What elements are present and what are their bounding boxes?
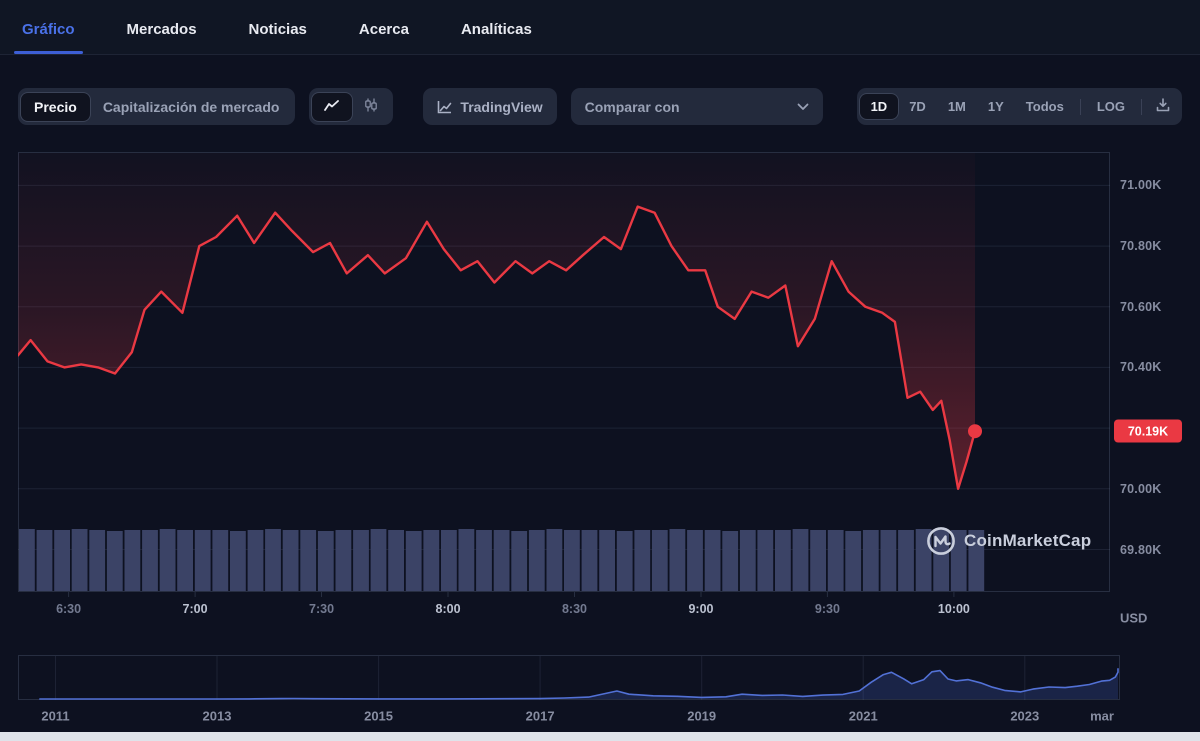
tradingview-icon [437,100,452,114]
tab-analiticas[interactable]: Analíticas [460,21,532,38]
line-chart-type-button[interactable] [312,92,353,121]
download-chart-button[interactable] [1147,93,1179,120]
time-tick-label: 8:30 [561,602,587,616]
tab-mercados[interactable]: Mercados [126,21,197,38]
tradingview-button[interactable]: TradingView [423,88,557,125]
tab-grafico[interactable]: Gráfico [14,7,83,54]
history-navigator-chart[interactable] [18,655,1120,701]
chevron-down-icon [797,103,809,111]
price-tick-label: 71.00K [1120,178,1162,193]
currency-unit-label: USD [1120,610,1148,626]
watermark-text: CoinMarketCap [964,531,1092,550]
main-price-chart[interactable] [18,152,1110,598]
time-tick-label: 6:30 [56,602,82,616]
metric-marketcap-button[interactable]: Capitalización de mercado [102,98,280,115]
time-tick-label: 7:00 [182,602,208,616]
time-tick-label: 9:00 [688,602,714,616]
tab-noticias[interactable]: Noticias [248,21,307,38]
divider [1141,98,1142,115]
price-tick-label: 69.80K [1120,542,1162,557]
year-tick-label: 2011 [41,708,70,724]
price-tick-label: 70.80K [1120,239,1162,254]
range-1m-button[interactable]: 1M [947,99,966,114]
range-1y-button[interactable]: 1Y [987,99,1004,114]
compare-with-label: Comparar con [584,98,680,115]
divider [1079,98,1081,115]
price-tick-label: 70.60K [1120,299,1162,314]
time-tick-label: 8:00 [435,602,461,616]
year-tick-label: 2015 [364,708,394,724]
tradingview-label: TradingView [460,98,543,115]
coinmarketcap-watermark: CoinMarketCap [926,526,1091,556]
chart-type-toggle [309,88,394,125]
candlestick-icon [364,98,378,112]
range-todos-button[interactable]: Todos [1025,99,1064,114]
price-tick-label: 70.40K [1120,360,1162,375]
compare-with-select[interactable]: Comparar con [570,88,823,125]
tab-bar: Gráfico Mercados Noticias Acerca Analíti… [0,0,1200,55]
tab-acerca[interactable]: Acerca [358,21,409,38]
log-scale-button[interactable]: LOG [1096,99,1125,114]
range-selector: 1D 7D 1M 1Y Todos LOG [856,88,1182,125]
year-tick-label: 2019 [687,708,717,724]
price-tick-label: 70.00K [1120,481,1162,496]
time-tick-label: 9:30 [814,602,840,616]
download-icon [1156,98,1170,112]
page-bottom-edge [0,732,1200,741]
metric-precio-button[interactable]: Precio [21,92,90,121]
coinmarketcap-logo-icon [926,526,956,556]
year-tick-label: 2017 [525,708,555,724]
year-tick-label: mar [1090,708,1114,724]
year-tick-label: 2021 [848,708,878,724]
year-tick-label: 2023 [1010,708,1040,724]
candlestick-chart-type-button[interactable] [352,92,390,121]
current-price-badge: 70.19K [1114,419,1182,443]
chart-toolbar: Precio Capitalización de mercado [18,88,1182,125]
line-chart-icon [324,99,340,112]
metric-toggle: Precio Capitalización de mercado [18,88,296,125]
time-tick-label: 7:30 [309,602,335,616]
year-tick-label: 2013 [202,708,232,724]
time-tick-label: 10:00 [937,602,970,616]
range-7d-button[interactable]: 7D [909,99,926,114]
range-1d-button[interactable]: 1D [859,94,899,119]
